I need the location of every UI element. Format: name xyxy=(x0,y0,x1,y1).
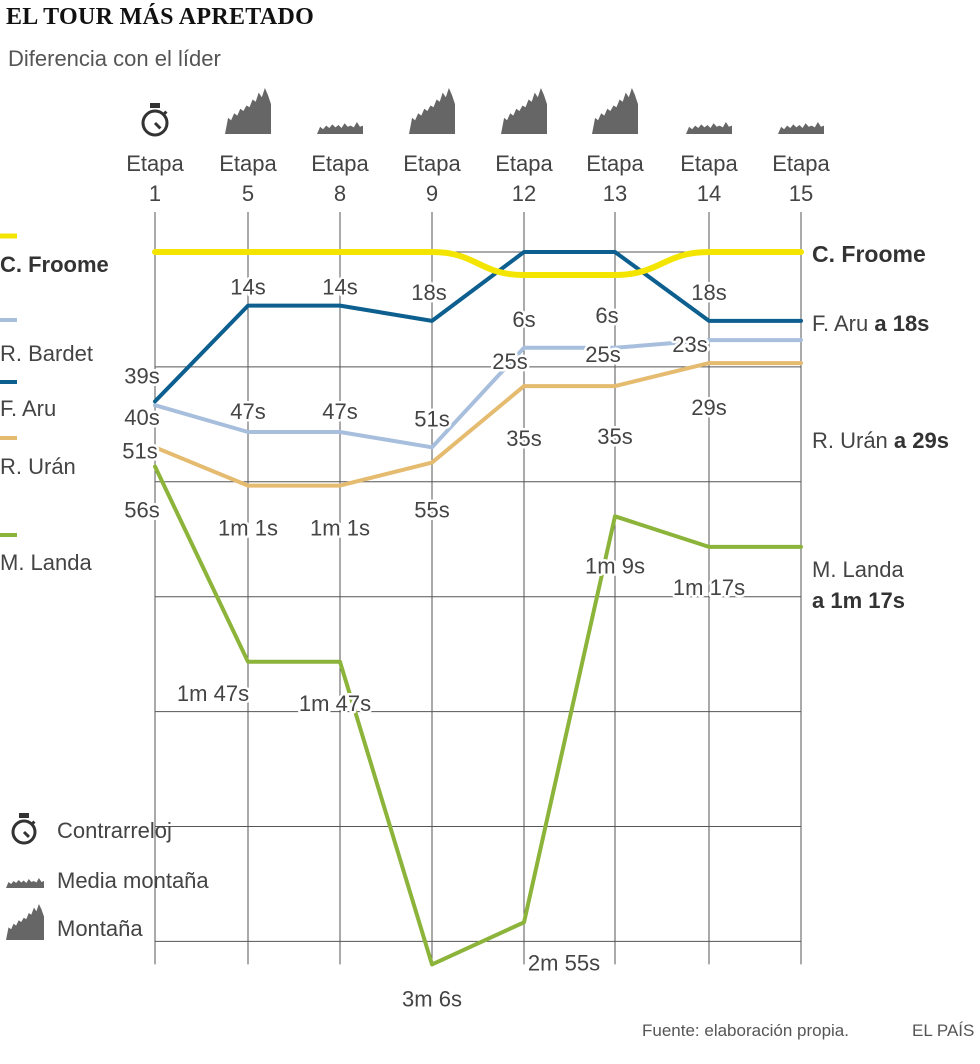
end-label-name-text: F. Aru xyxy=(812,311,874,336)
stopwatch-button xyxy=(162,110,168,116)
mountain-icon xyxy=(409,88,455,134)
stage-label: Etapa xyxy=(403,151,461,176)
value-label: 29s xyxy=(691,395,726,420)
end-label-name: C. Froome xyxy=(812,241,926,267)
end-label-gap: a 18s xyxy=(874,311,929,336)
brand-label: EL PAÍS xyxy=(912,1021,975,1040)
end-label-name-text: R. Urán xyxy=(812,428,894,453)
value-labels: 6s 6s 39s 14s 14s 18s 18s 40s 47s 47s 51s 25s 25s 23s… xyxy=(120,272,748,1014)
value-label: 39s xyxy=(124,363,159,388)
stopwatch-body xyxy=(141,109,169,137)
value-label: 55s xyxy=(414,498,449,523)
stopwatch-hand xyxy=(153,121,162,130)
value-label: 6s xyxy=(595,303,618,328)
value-label: 1m 47s xyxy=(177,681,249,706)
value-label: 35s xyxy=(597,424,632,449)
series-line-froome xyxy=(152,249,804,278)
value-label: 14s xyxy=(322,275,357,300)
value-label: 51s xyxy=(414,406,449,431)
value-label: 40s xyxy=(124,405,159,430)
chart-subtitle: Diferencia con el líder xyxy=(8,46,221,71)
legend-label: R. Bardet xyxy=(0,341,93,366)
stage-number: 8 xyxy=(334,181,346,206)
mountain-icon xyxy=(592,88,638,134)
series-legend: C. Froome F. Aru R. Bardet R. Urán M. Landa xyxy=(0,233,109,575)
series-line-landa xyxy=(153,464,803,967)
mountain-icon xyxy=(6,904,44,940)
value-label: 6s xyxy=(512,307,535,332)
mountain-icon xyxy=(225,88,271,134)
value-label: 2m 55s xyxy=(528,950,600,975)
series-lines xyxy=(152,249,804,967)
value-label: 1m 1s xyxy=(310,516,370,541)
stage-label: Etapa xyxy=(311,151,369,176)
end-labels: C. Froome F. Aru a 18s R. Urán a 29s M. Lan… xyxy=(812,241,949,613)
mountain-icon xyxy=(501,88,547,134)
stage-number: 12 xyxy=(512,181,536,206)
legend-label: F. Aru xyxy=(0,396,56,421)
stopwatch-icon xyxy=(11,813,37,845)
value-label: 47s xyxy=(230,399,265,424)
value-label: 14s xyxy=(230,275,265,300)
medium-mountain-icon xyxy=(317,122,363,134)
value-label: 23s xyxy=(672,332,707,357)
legend-item-label: Contrarreloj xyxy=(57,818,172,843)
end-label-gap: a 29s xyxy=(894,428,949,453)
end-label-name: M. Landa xyxy=(812,557,904,582)
legend-label: R. Urán xyxy=(0,454,76,479)
stage-labels: Etapa 1 Etapa 5 Etapa 8 Etapa 9 Etapa 12 Etapa 13 Et… xyxy=(126,151,830,206)
stopwatch-body xyxy=(11,819,37,845)
value-label: 18s xyxy=(411,280,446,305)
stage-number: 9 xyxy=(426,181,438,206)
chart-title: EL TOUR MÁS APRETADO xyxy=(6,4,315,30)
value-label: 18s xyxy=(691,280,726,305)
stage-label: Etapa xyxy=(772,151,830,176)
end-label-gap: a 1m 17s xyxy=(812,588,905,613)
value-label: 1m 17s xyxy=(673,575,745,600)
value-label: 3m 6s xyxy=(402,986,462,1011)
stage-number: 14 xyxy=(697,181,721,206)
source-note: Fuente: elaboración propia. xyxy=(642,1021,849,1040)
legend-label: C. Froome xyxy=(0,252,109,277)
icon-legend: Contrarreloj Media montaña Montaña xyxy=(6,813,209,941)
legend-item-label: Media montaña xyxy=(57,868,209,893)
value-label: 47s xyxy=(322,399,357,424)
value-label: 1m 1s xyxy=(218,516,278,541)
stopwatch-top xyxy=(150,103,160,108)
stopwatch-top xyxy=(19,813,29,818)
stage-label: Etapa xyxy=(680,151,738,176)
medium-mountain-icon xyxy=(686,122,732,134)
stage-number: 1 xyxy=(149,181,161,206)
stage-profile-icons xyxy=(141,88,824,137)
stage-number: 5 xyxy=(242,181,254,206)
series-line-bardet xyxy=(153,338,803,450)
end-label-name: R. Urán a 29s xyxy=(812,428,949,453)
end-label-name: F. Aru a 18s xyxy=(812,311,929,336)
medium-mountain-icon xyxy=(6,878,44,888)
stage-label: Etapa xyxy=(219,151,277,176)
series-line-aru xyxy=(153,250,803,404)
value-label: 56s xyxy=(124,497,159,522)
stage-label: Etapa xyxy=(586,151,644,176)
stopwatch-hand xyxy=(22,830,31,839)
stopwatch-icon xyxy=(141,103,169,137)
legend-label: M. Landa xyxy=(0,550,92,575)
value-label: 25s xyxy=(585,342,620,367)
stage-number: 15 xyxy=(789,181,813,206)
stage-number: 13 xyxy=(603,181,627,206)
series-line-uran xyxy=(153,361,803,488)
stage-label: Etapa xyxy=(126,151,184,176)
value-label: 1m 47s xyxy=(299,691,371,716)
value-label: 1m 9s xyxy=(585,553,645,578)
value-label: 51s xyxy=(122,438,157,463)
value-label: 35s xyxy=(506,426,541,451)
legend-item-label: Montaña xyxy=(57,916,143,941)
stage-label: Etapa xyxy=(495,151,553,176)
stopwatch-button xyxy=(30,820,36,826)
value-label: 25s xyxy=(492,349,527,374)
medium-mountain-icon xyxy=(778,122,824,134)
